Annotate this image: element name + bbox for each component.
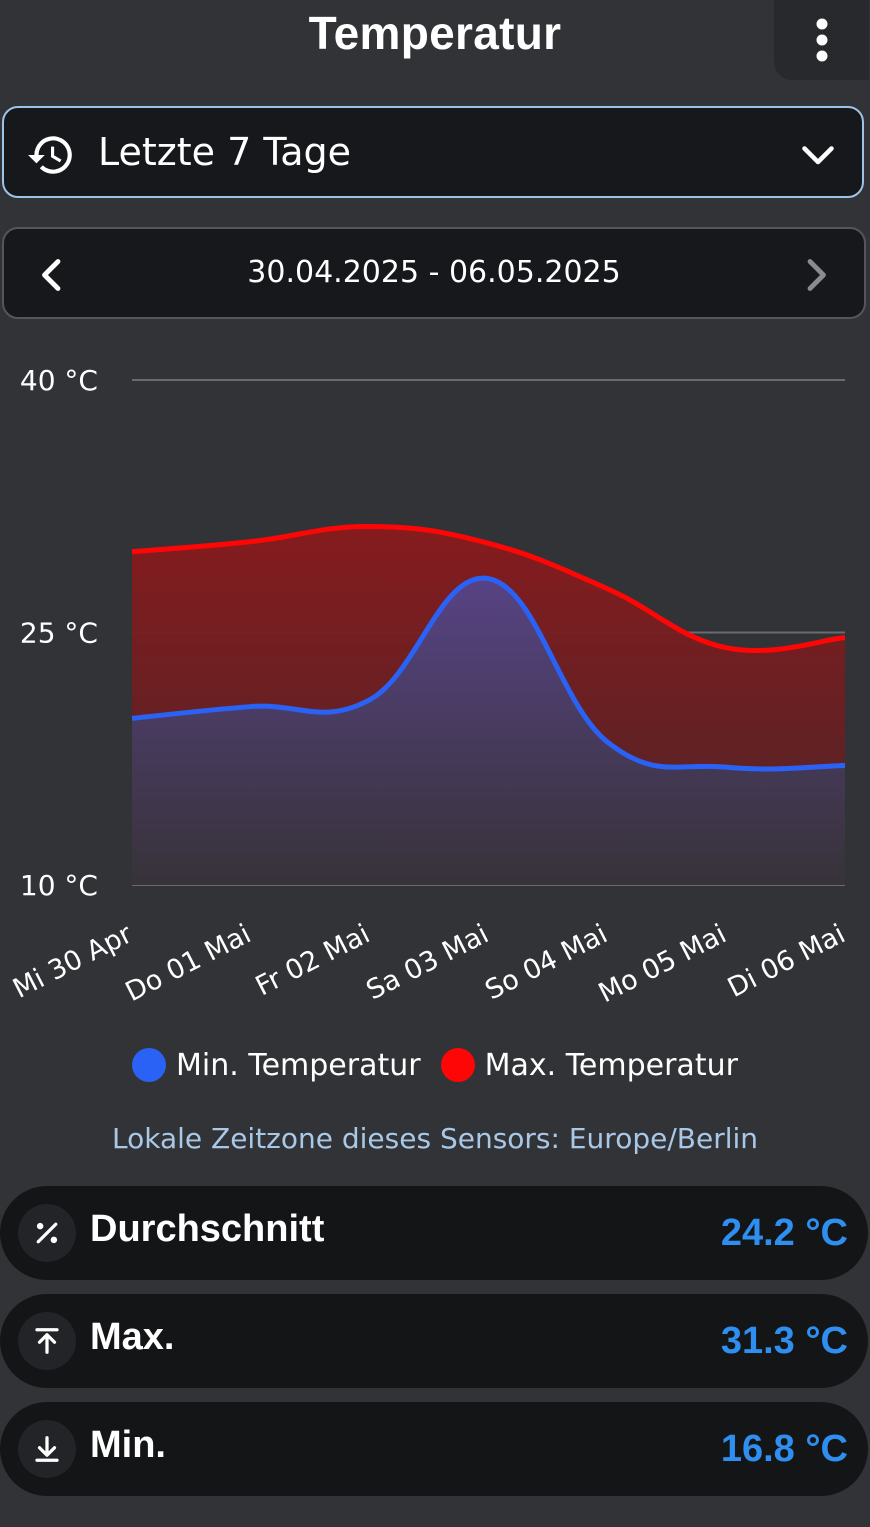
percent-icon <box>36 1222 58 1244</box>
stat-min: Min. 16.8 °C <box>0 1402 868 1496</box>
x-tick-label: Do 01 Mai <box>121 919 256 1008</box>
min-temperature-line <box>131 575 846 772</box>
arrow-down-to-line-icon <box>35 1436 59 1462</box>
stat-average-value: 24.2 °C <box>720 1212 848 1254</box>
stat-max: Max. 31.3 °C <box>0 1294 868 1388</box>
history-icon <box>28 136 72 174</box>
stat-max-label: Max. <box>90 1316 175 1358</box>
x-tick-label: Mi 30 Apr <box>8 918 138 1005</box>
stat-min-icon-wrap <box>18 1420 76 1478</box>
x-tick-label: Mo 05 Mai <box>594 919 732 1010</box>
stat-min-value: 16.8 °C <box>720 1428 848 1470</box>
more-vert-icon <box>816 18 827 62</box>
date-range-label: 30.04.2025 - 06.05.2025 <box>247 255 621 290</box>
legend-label-min: Min. Temperatur <box>176 1047 421 1083</box>
period-select-label: Letzte 7 Tage <box>98 130 352 174</box>
x-tick-label: Di 06 Mai <box>723 919 850 1004</box>
stat-average: Durchschnitt 24.2 °C <box>0 1186 868 1280</box>
chart-legend: Min. Temperatur Max. Temperatur <box>0 1040 870 1090</box>
stat-max-value: 31.3 °C <box>720 1320 848 1362</box>
x-tick-label: Fr 02 Mai <box>251 919 375 1003</box>
y-tick-label: 25 °C <box>20 617 98 650</box>
legend-item-min[interactable]: Min. Temperatur <box>132 1048 421 1083</box>
chevron-right-icon[interactable] <box>798 255 834 295</box>
min-temperature-area <box>132 578 845 885</box>
chevron-down-icon <box>802 146 834 165</box>
y-tick-label: 10 °C <box>20 869 98 902</box>
page-title: Temperatur <box>308 7 562 59</box>
legend-item-max[interactable]: Max. Temperatur <box>440 1047 738 1083</box>
stat-min-label: Min. <box>90 1424 166 1466</box>
legend-label-max: Max. Temperatur <box>484 1047 738 1083</box>
app-header: Temperatur <box>0 0 870 80</box>
arrow-up-to-line-icon <box>35 1328 59 1354</box>
y-tick-label: 40 °C <box>20 364 98 397</box>
legend-swatch-max <box>440 1048 475 1082</box>
stat-average-icon-wrap <box>18 1204 76 1262</box>
legend-swatch-min <box>132 1048 167 1082</box>
date-range-navigator: 30.04.2025 - 06.05.2025 <box>2 227 866 319</box>
timezone-note: Lokale Zeitzone dieses Sensors: Europe/B… <box>111 1122 759 1155</box>
period-select[interactable]: Letzte 7 Tage <box>2 106 864 198</box>
stat-max-icon-wrap <box>18 1312 76 1370</box>
chevron-left-icon[interactable] <box>34 255 70 295</box>
more-menu-button[interactable] <box>774 0 869 80</box>
x-tick-label: So 04 Mai <box>480 919 612 1007</box>
max-temperature-line <box>131 523 846 653</box>
stat-average-label: Durchschnitt <box>90 1208 325 1250</box>
x-tick-label: Sa 03 Mai <box>361 919 493 1007</box>
